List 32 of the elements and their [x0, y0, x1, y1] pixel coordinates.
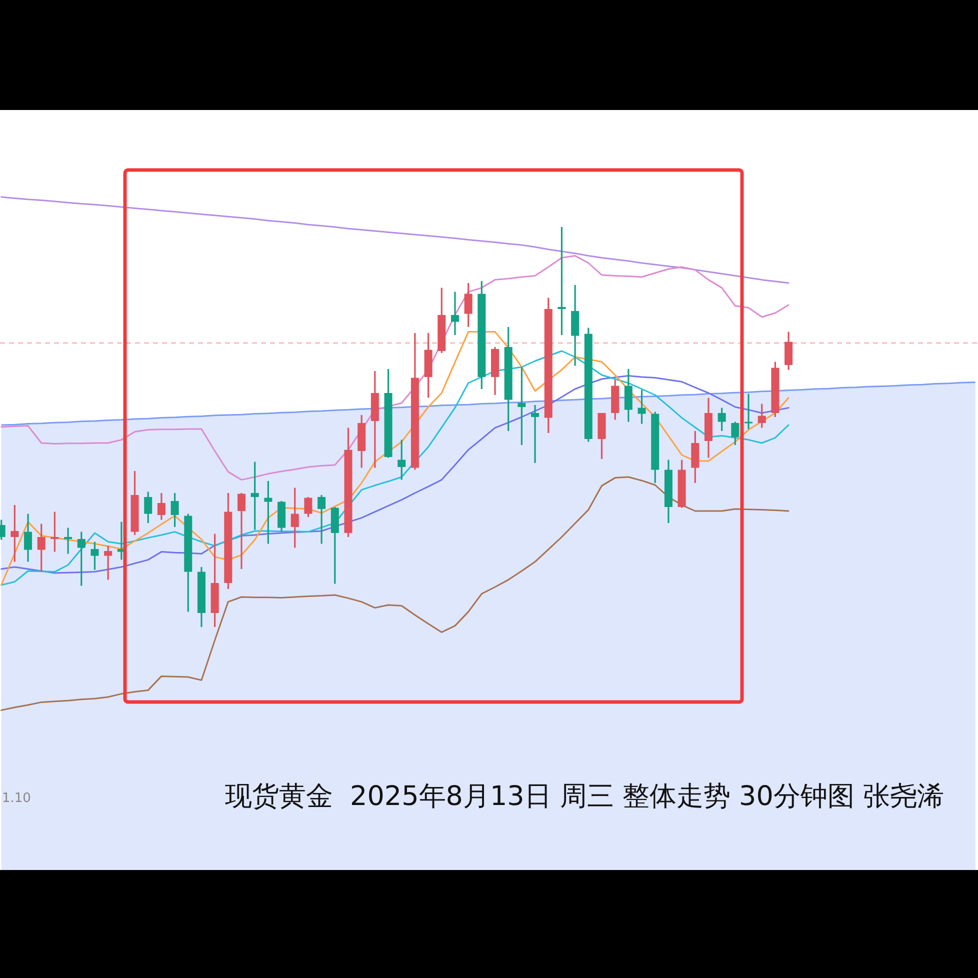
candlestick: [464, 282, 472, 328]
candlestick: [318, 494, 326, 545]
text: 1.10: [2, 791, 31, 806]
candlestick: [170, 492, 179, 528]
candlestick: [758, 403, 766, 429]
candlestick: [90, 541, 99, 571]
candlestick: [250, 461, 259, 531]
candlestick: [290, 487, 299, 549]
candlestick: [518, 366, 526, 446]
candlestick: [558, 226, 566, 336]
candlestick: [531, 404, 540, 464]
candlestick: [624, 368, 632, 423]
candlestick: [450, 291, 459, 336]
candlestick: [731, 421, 740, 446]
candlestick: [398, 439, 406, 481]
candlestick: [64, 527, 72, 555]
candlestick: [157, 492, 166, 521]
candlestick: [50, 511, 59, 553]
candlestick: [77, 531, 86, 587]
candlestick: [264, 480, 272, 545]
candlestick: [237, 492, 246, 570]
candlestick: [144, 491, 152, 524]
text: 现货黄金 2025年8月13日 周三 整体走势 30分钟图 张尧浠: [224, 781, 944, 812]
candlestick: [744, 393, 753, 430]
candlestick: [718, 407, 726, 432]
candlestick: [10, 504, 19, 563]
candlestick: [104, 545, 112, 581]
candlestick: [37, 523, 46, 573]
candlestick: [24, 513, 32, 563]
candlestick: [304, 496, 312, 518]
candlestick: [638, 389, 646, 425]
candlestick: [784, 331, 793, 371]
